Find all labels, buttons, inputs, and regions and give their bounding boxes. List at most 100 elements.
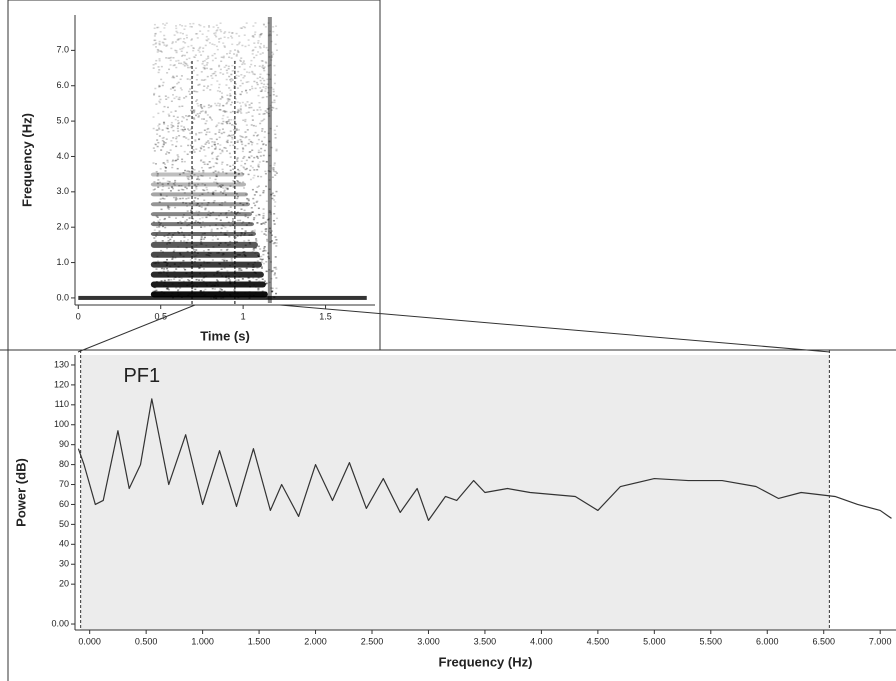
harmonic-band (150, 172, 245, 177)
texture-dot (167, 96, 170, 99)
texture-dot (163, 235, 166, 237)
texture-dot (178, 134, 181, 137)
texture-dot (174, 118, 177, 121)
texture-dot (159, 193, 162, 195)
texture-dot (210, 230, 213, 232)
texture-dot (225, 211, 228, 214)
texture-dot (260, 60, 263, 62)
y-tick-label: 4.0 (56, 151, 69, 161)
texture-dot (192, 145, 195, 148)
texture-dot (263, 83, 266, 86)
texture-dot (208, 116, 211, 118)
texture-dot (153, 229, 156, 231)
texture-dot (183, 160, 186, 163)
texture-dot (248, 104, 251, 106)
texture-dot (207, 30, 210, 32)
texture-dot (221, 104, 224, 107)
texture-dot (229, 206, 232, 208)
texture-dot (180, 120, 183, 123)
texture-dot (247, 199, 250, 202)
texture-dot (264, 90, 267, 92)
texture-dot (268, 211, 271, 214)
texture-dot (175, 66, 178, 69)
texture-dot (169, 64, 172, 66)
texture-dot (167, 239, 170, 242)
texture-dot (236, 139, 239, 142)
texture-dot (229, 165, 232, 168)
texture-dot (175, 287, 178, 289)
texture-dot (265, 161, 268, 163)
texture-dot (156, 129, 159, 131)
texture-dot (187, 90, 190, 93)
texture-dot (186, 128, 189, 130)
texture-dot (207, 127, 210, 130)
texture-dot (245, 267, 248, 270)
texture-dot (166, 159, 169, 162)
texture-dot (204, 143, 207, 145)
texture-dot (221, 96, 224, 99)
texture-dot (193, 260, 196, 263)
texture-dot (158, 43, 161, 46)
texture-dot (270, 146, 273, 149)
texture-dot (234, 98, 237, 100)
texture-dot (205, 186, 208, 189)
texture-dot (262, 154, 265, 157)
texture-dot (200, 206, 203, 208)
texture-dot (158, 58, 161, 60)
texture-dot (197, 84, 200, 86)
texture-dot (259, 34, 262, 36)
texture-dot (264, 170, 267, 173)
texture-dot (263, 247, 266, 250)
texture-dot (182, 213, 185, 216)
texture-dot (167, 205, 170, 208)
texture-dot (209, 166, 212, 169)
texture-dot (186, 210, 189, 212)
texture-dot (202, 50, 205, 53)
texture-dot (155, 59, 158, 62)
x-axis-label: Frequency (Hz) (439, 654, 533, 669)
texture-dot (264, 230, 267, 233)
texture-dot (235, 128, 238, 130)
texture-dot (172, 64, 175, 67)
texture-dot (162, 23, 165, 25)
x-tick-label: 6.500 (812, 636, 835, 646)
texture-dot (198, 205, 201, 207)
texture-dot (231, 79, 234, 81)
texture-dot (181, 105, 184, 108)
texture-dot (224, 213, 227, 215)
texture-dot (196, 33, 199, 35)
texture-dot (173, 97, 176, 100)
texture-dot (230, 73, 233, 76)
texture-dot (263, 280, 266, 282)
y-tick-label: 2.0 (56, 222, 69, 232)
texture-dot (194, 184, 197, 186)
texture-dot (261, 259, 264, 261)
texture-dot (259, 258, 262, 260)
texture-dot (226, 72, 229, 74)
texture-dot (256, 186, 259, 188)
texture-dot (174, 199, 177, 201)
texture-dot (158, 181, 161, 184)
texture-dot (176, 116, 179, 119)
texture-dot (246, 202, 249, 205)
texture-dot (237, 51, 240, 54)
texture-dot (215, 173, 218, 176)
vertical-striation (267, 17, 272, 303)
texture-dot (199, 105, 202, 108)
texture-dot (176, 158, 179, 160)
texture-dot (203, 236, 206, 239)
texture-dot (166, 288, 169, 290)
texture-dot (155, 289, 158, 292)
texture-dot (245, 22, 248, 24)
texture-dot (200, 238, 203, 240)
texture-dot (269, 194, 272, 196)
x-tick-label: 6.000 (756, 636, 779, 646)
texture-dot (218, 290, 221, 293)
texture-dot (212, 211, 215, 214)
texture-dot (152, 43, 155, 46)
texture-dot (214, 32, 217, 34)
texture-dot (221, 168, 224, 171)
texture-dot (225, 279, 228, 282)
texture-dot (185, 63, 188, 65)
texture-dot (250, 211, 253, 214)
